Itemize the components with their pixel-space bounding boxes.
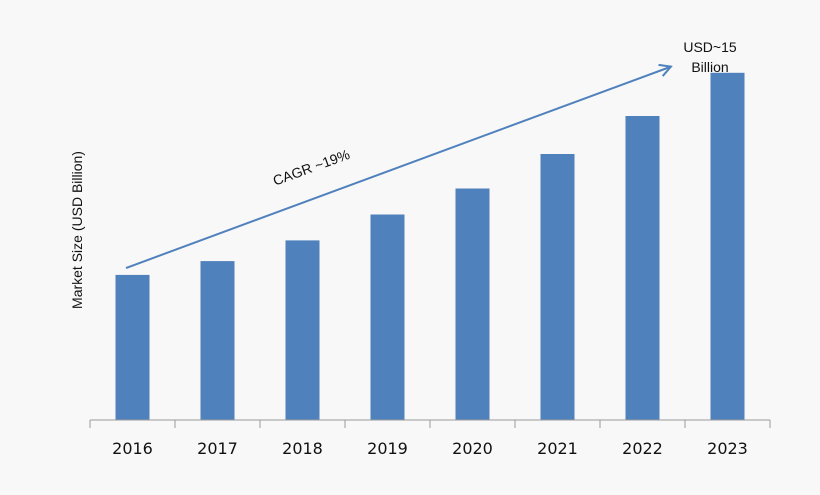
bar-2020: [455, 188, 490, 420]
bar-2019: [370, 214, 405, 420]
end-value-line-2: Billion: [691, 59, 728, 75]
x-tick-label-2022: 2022: [622, 439, 663, 458]
y-axis-label: Market Size (USD Billion): [69, 151, 85, 309]
x-axis-ticks: [89, 420, 771, 428]
x-tick-label-2019: 2019: [367, 439, 408, 458]
x-tick-label-2016: 2016: [112, 439, 153, 458]
bar-2016: [115, 274, 150, 420]
bars-layer: [115, 72, 745, 421]
x-tick-label-2023: 2023: [707, 439, 748, 458]
x-tick-label-2018: 2018: [282, 439, 323, 458]
x-tick-label-2017: 2017: [197, 439, 238, 458]
bar-2023: [710, 72, 745, 421]
cagr-trend-arrow: [125, 67, 670, 269]
x-tick-label-2020: 2020: [452, 439, 493, 458]
end-value-line-1: USD~15: [683, 39, 737, 55]
bar-2021: [540, 154, 575, 420]
bar-2017: [200, 261, 235, 420]
bar-2022: [625, 116, 660, 420]
bar-2018: [285, 240, 320, 420]
cagr-annotation: CAGR ~19%: [271, 146, 352, 189]
x-tick-label-2021: 2021: [537, 439, 578, 458]
x-axis-tick-labels: 2016 2017 2018 2019 2020 2021 2022 2023: [112, 439, 748, 458]
